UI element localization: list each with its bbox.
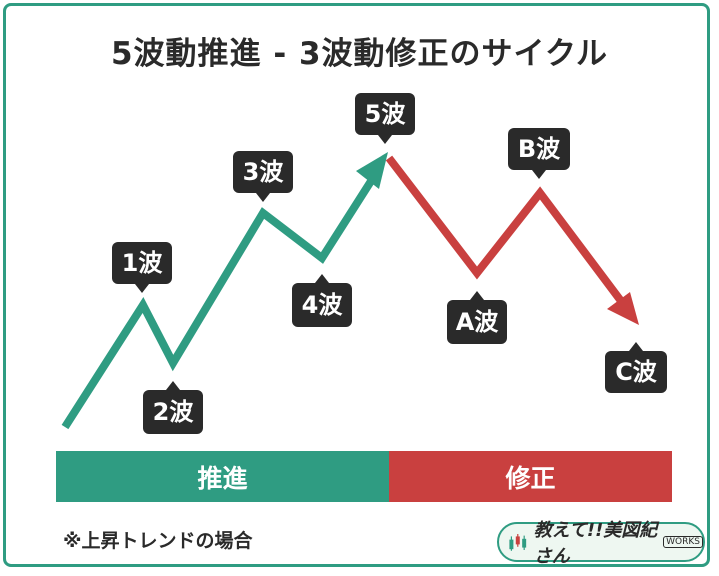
svg-text:B波: B波 bbox=[518, 135, 561, 163]
correction-arrowhead bbox=[607, 292, 639, 325]
wave-label-5: 5波 bbox=[355, 93, 415, 144]
page-title: 5波動推進 - 3波動修正のサイクル bbox=[110, 36, 609, 72]
wave-label-3: 3波 bbox=[233, 151, 293, 202]
chart-candles-icon bbox=[509, 534, 527, 551]
wave-label-4: 4波 bbox=[292, 274, 352, 327]
correction-wave-line bbox=[385, 155, 631, 312]
wave-label-c: C波 bbox=[605, 342, 667, 393]
svg-text:1波: 1波 bbox=[122, 249, 164, 277]
wave-label-2: 2波 bbox=[143, 381, 203, 434]
svg-text:C波: C波 bbox=[615, 358, 658, 386]
svg-text:4波: 4波 bbox=[302, 291, 344, 319]
impulse-phase-bar: 推進 bbox=[56, 451, 389, 502]
logo-sub: WORKS bbox=[663, 536, 703, 548]
svg-text:2波: 2波 bbox=[153, 398, 195, 426]
brand-logo: 教えて!!美図紀さん WORKS bbox=[497, 520, 705, 567]
wave-label-b: B波 bbox=[508, 128, 570, 179]
correction-phase-bar: 修正 bbox=[389, 451, 672, 502]
footnote: ※上昇トレンドの場合 bbox=[63, 530, 253, 552]
logo-text: 教えて!!美図紀さん bbox=[533, 520, 658, 567]
impulse-arrowhead bbox=[356, 152, 388, 189]
impulse-phase-label: 推進 bbox=[197, 463, 248, 493]
svg-text:A波: A波 bbox=[456, 308, 500, 336]
wave-label-1: 1波 bbox=[112, 242, 172, 293]
correction-phase-label: 修正 bbox=[505, 463, 556, 493]
impulse-wave-line bbox=[61, 164, 384, 430]
wave-label-a: A波 bbox=[447, 291, 507, 344]
svg-text:3波: 3波 bbox=[243, 158, 285, 186]
svg-text:5波: 5波 bbox=[365, 100, 407, 128]
